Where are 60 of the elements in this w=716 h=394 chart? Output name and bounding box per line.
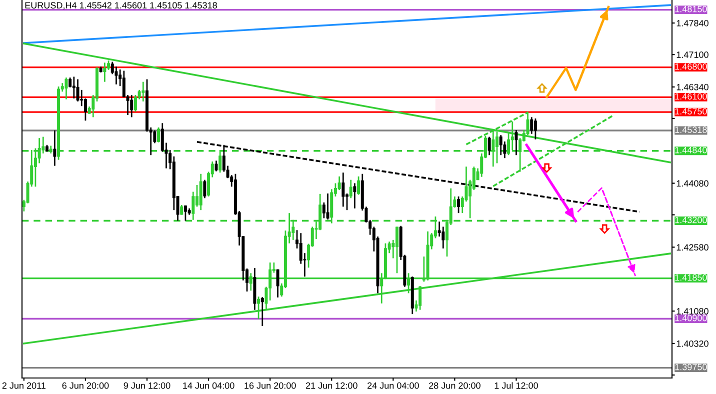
candlestick [114,66,118,86]
y-tick-label: 1.40320 [676,340,708,347]
candlestick [203,179,206,199]
ref-line-label: 1.45750 [675,108,707,114]
candlestick [142,81,145,102]
x-tick-label: 24 Jun 04:00 [368,382,419,389]
x-tick-label: 14 Jun 04:00 [183,382,234,389]
candlestick [260,296,264,327]
x-tick-label: 28 Jun 20:00 [429,382,480,389]
y-tick-label: 1.47840 [676,20,708,26]
candlestick [130,94,134,118]
ref-line-label: 1.45318 [675,126,707,133]
y-tick-label: 1.47100 [676,52,708,58]
candlestick [103,62,106,83]
candlestick [534,118,537,140]
chart-title: EURUSD,H4 1.45542 1.45601 1.45105 1.45318 [25,2,217,10]
candlestick [488,136,491,156]
x-tick-label: 1 Jul 12:00 [494,382,538,389]
x-tick-label: 21 Jun 12:00 [306,382,358,389]
ref-line-label: 1.48150 [675,6,707,12]
y-tick-label: 1.46340 [676,84,708,90]
x-tick-label: 2 Jun 2011 [2,382,46,389]
x-tick-label: 6 Jun 20:00 [62,382,109,389]
candlestick [349,179,352,199]
candlestick [214,160,218,172]
ref-line-label: 1.46100 [675,93,707,100]
ref-line-label: 1.41850 [675,274,707,281]
ref-line-label: 1.44840 [675,146,707,154]
candlestick [357,176,360,196]
ref-line-label: 1.40900 [675,314,707,322]
candlestick [180,204,184,216]
x-tick-label: 9 Jun 12:00 [124,382,170,389]
candlestick [342,172,345,208]
candlestick [192,191,195,221]
x-tick-label: 16 Jun 20:00 [244,382,296,389]
y-tick-label: 1.44080 [676,180,708,187]
candlestick [395,226,399,274]
y-tick-label: 1.41080 [676,308,708,314]
candlestick [326,192,330,220]
candlestick [499,134,502,156]
candlestick [53,130,56,166]
ref-line-label: 1.46800 [675,63,707,70]
candlestick [64,76,68,100]
ref-line-label: 1.39750 [675,364,707,370]
candlestick [276,268,280,298]
candlestick [184,204,187,222]
candlestick [72,76,76,100]
candlestick [530,116,534,135]
candlestick [134,94,137,112]
candlestick [257,296,260,320]
candlestick [457,196,460,214]
candlestick [199,173,202,211]
candlestick [514,129,518,156]
candlestick [353,182,356,210]
y-tick-label: 1.42580 [676,244,708,251]
ref-line-label: 1.43200 [675,216,707,224]
candlestick [157,126,160,144]
candlestick [76,78,80,102]
candlestick [418,285,422,311]
candlestick [338,176,341,191]
